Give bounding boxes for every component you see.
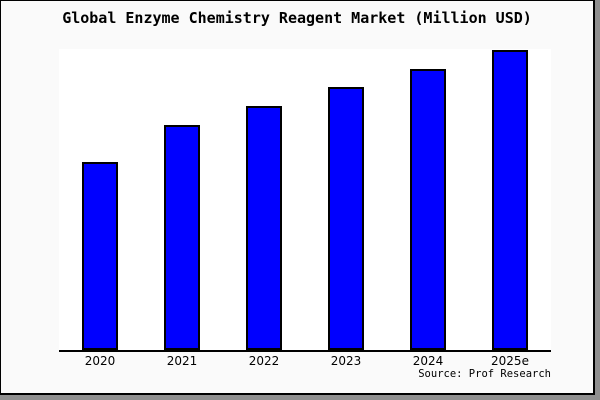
chart-title: Global Enzyme Chemistry Reagent Market (… xyxy=(62,9,532,27)
bar-slot-2020 xyxy=(59,49,141,350)
bar-2024 xyxy=(410,69,446,350)
x-tick-label-2022: 2022 xyxy=(248,354,280,368)
x-tick-label-2023: 2023 xyxy=(330,354,362,368)
bar-slot-2023 xyxy=(305,49,387,350)
bar-2020 xyxy=(82,162,118,350)
plot-area xyxy=(59,49,551,352)
source-credit: Source: Prof Research xyxy=(418,368,551,380)
bar-slot-2021 xyxy=(141,49,223,350)
bar-slot-2024 xyxy=(387,49,469,350)
bar-2025e xyxy=(492,50,528,350)
chart-frame: Global Enzyme Chemistry Reagent Market (… xyxy=(0,0,595,395)
x-tick-label-2025e: 2025e xyxy=(491,354,529,368)
x-tick-label-2021: 2021 xyxy=(166,354,198,368)
bar-2023 xyxy=(328,87,364,350)
x-tick-label-2020: 2020 xyxy=(84,354,116,368)
x-axis-labels: 2020 2021 2022 2023 2024 2025e xyxy=(59,354,551,368)
bar-2021 xyxy=(164,125,200,350)
bars-row xyxy=(59,49,551,350)
bar-slot-2022 xyxy=(223,49,305,350)
x-tick-label-2024: 2024 xyxy=(412,354,444,368)
bar-2022 xyxy=(246,106,282,350)
bar-slot-2025e xyxy=(469,49,551,350)
